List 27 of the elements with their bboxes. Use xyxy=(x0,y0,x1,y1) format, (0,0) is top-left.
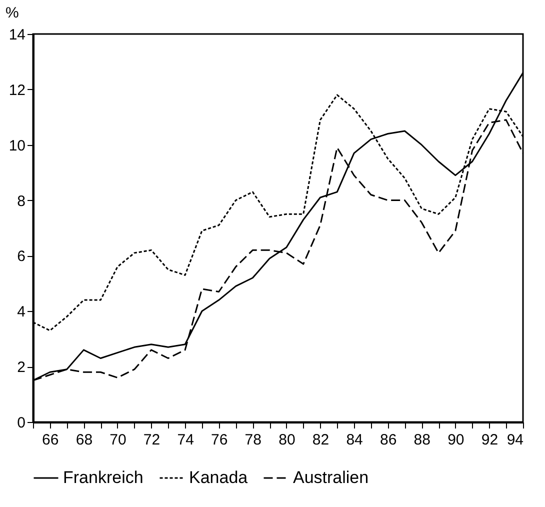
x-tick-label: 70 xyxy=(110,432,126,448)
x-tick-label: 82 xyxy=(312,432,330,448)
x-tick-label: 84 xyxy=(346,432,363,448)
legend-label: Australien xyxy=(293,468,369,487)
x-tick-label: 66 xyxy=(42,432,59,448)
y-axis-title: % xyxy=(6,4,19,22)
x-tick-label: 86 xyxy=(380,432,397,448)
x-tick-label: 92 xyxy=(481,432,498,448)
x-tick-label: 80 xyxy=(278,432,296,448)
x-tick-label: 76 xyxy=(211,432,228,448)
y-tick-label: 8 xyxy=(17,192,26,210)
y-tick-label: 0 xyxy=(17,414,26,432)
x-tick-label: 94 xyxy=(506,432,524,448)
y-tick-label: 12 xyxy=(8,82,26,99)
x-tick-label: 68 xyxy=(76,432,93,448)
x-tick-label: 78 xyxy=(244,432,262,448)
y-tick-label: 6 xyxy=(17,248,26,266)
x-tick-label: 88 xyxy=(414,432,430,448)
y-tick-label: 2 xyxy=(17,359,26,376)
x-tick-label: 74 xyxy=(177,432,194,448)
x-tick-label: 90 xyxy=(448,432,464,448)
x-tick-label: 72 xyxy=(143,432,160,448)
legend-label: Kanada xyxy=(189,468,248,487)
legend-label: Frankreich xyxy=(63,468,144,487)
y-tick-label: 14 xyxy=(8,26,26,44)
y-tick-label: 4 xyxy=(17,304,26,321)
y-tick-label: 10 xyxy=(8,137,26,154)
